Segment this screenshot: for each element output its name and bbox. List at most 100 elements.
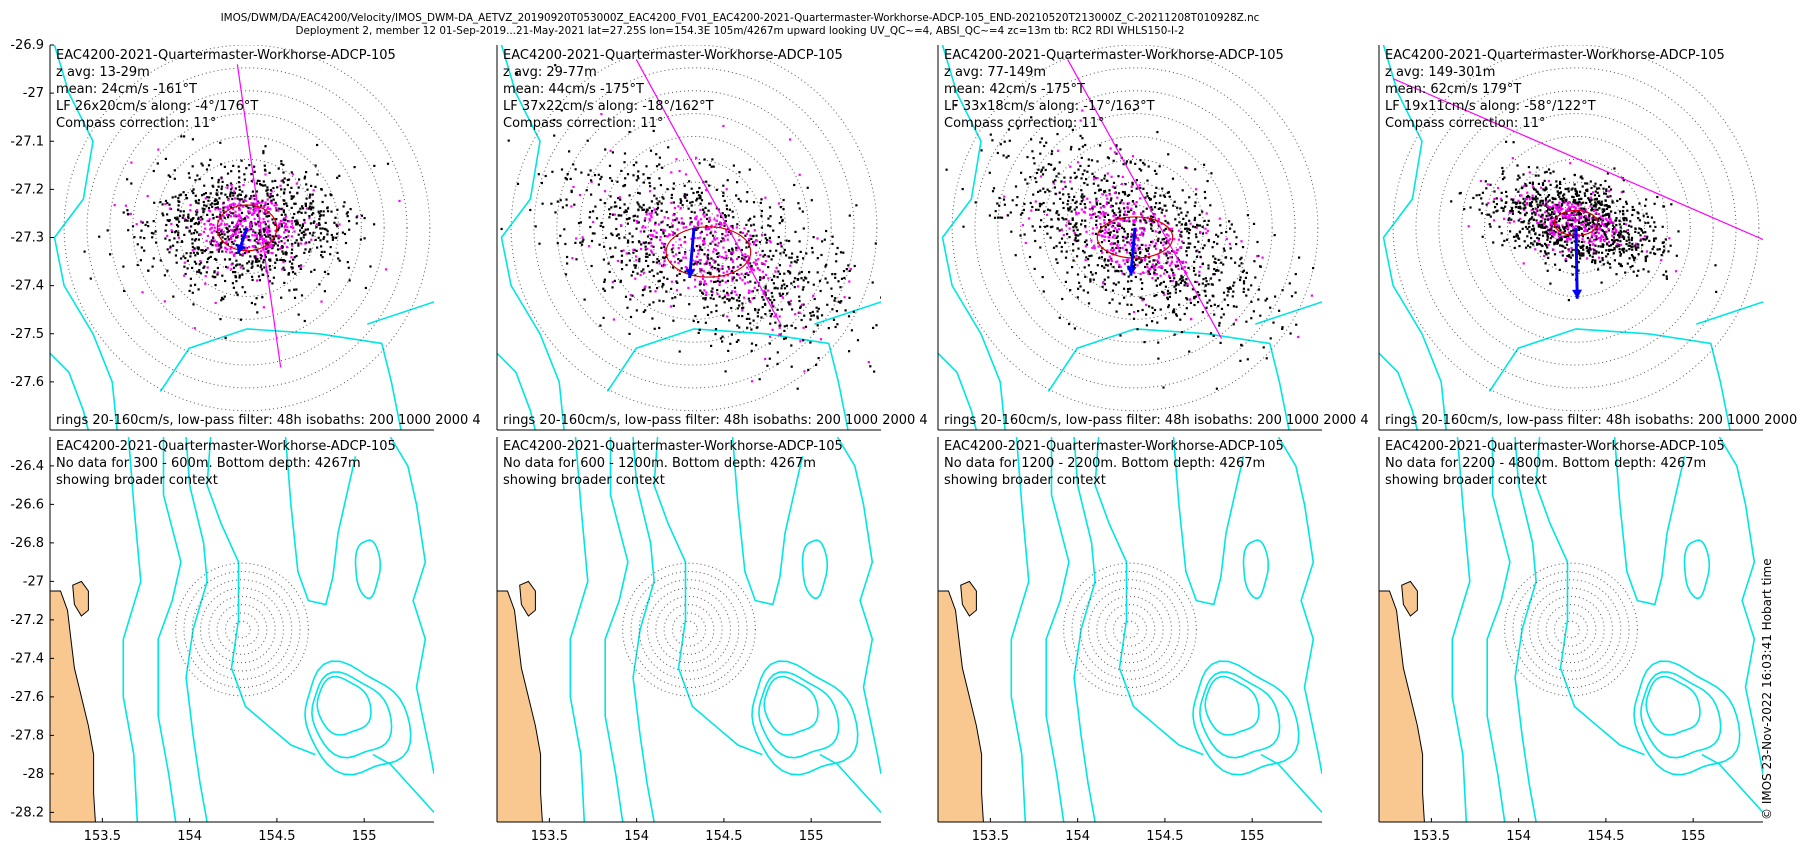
scatter-point bbox=[1166, 221, 1169, 224]
scatter-point bbox=[1622, 249, 1625, 252]
scatter-point bbox=[1588, 250, 1591, 253]
scatter-point bbox=[1538, 204, 1541, 207]
scatter-point bbox=[653, 194, 656, 197]
scatter-point bbox=[678, 251, 681, 254]
scatter-point bbox=[1565, 237, 1569, 240]
scatter-point bbox=[825, 263, 828, 266]
scatter-point bbox=[177, 231, 180, 234]
scatter-point bbox=[1573, 266, 1576, 269]
scatter-point bbox=[809, 318, 812, 321]
scatter-point bbox=[196, 231, 199, 234]
scatter-point bbox=[1493, 190, 1496, 193]
scatter-point bbox=[741, 315, 744, 318]
scatter-point bbox=[609, 149, 612, 152]
scatter-point bbox=[1620, 235, 1623, 238]
scatter-point bbox=[598, 243, 601, 246]
scatter-point bbox=[726, 270, 729, 273]
scatter-point bbox=[755, 259, 758, 262]
scatter-point bbox=[1133, 255, 1136, 258]
scatter-point bbox=[1076, 228, 1079, 232]
scatter-point bbox=[1535, 208, 1538, 211]
scatter-point bbox=[175, 249, 178, 252]
scatter-point bbox=[1534, 213, 1537, 216]
scatter-point bbox=[1513, 220, 1516, 223]
scatter-point bbox=[620, 169, 623, 172]
scatter-point bbox=[820, 253, 823, 257]
scatter-point bbox=[1043, 144, 1046, 148]
speed-ring bbox=[1484, 135, 1668, 320]
scatter-point bbox=[1061, 187, 1065, 191]
scatter-point bbox=[1625, 219, 1628, 222]
scatter-point bbox=[248, 164, 251, 167]
scatter-point bbox=[216, 206, 219, 209]
scatter-point bbox=[191, 249, 194, 252]
scatter-point bbox=[230, 188, 233, 191]
scatter-point bbox=[610, 206, 613, 209]
scatter-point bbox=[655, 231, 658, 234]
scatter-point bbox=[633, 214, 636, 217]
scatter-point bbox=[655, 261, 658, 264]
scatter-point bbox=[610, 179, 614, 182]
scatter-point bbox=[706, 217, 709, 220]
scatter-point bbox=[698, 328, 701, 331]
scatter-point bbox=[170, 229, 173, 232]
scatter-point bbox=[1563, 193, 1566, 196]
scatter-point bbox=[680, 267, 683, 270]
scatter-point bbox=[711, 287, 714, 290]
scatter-point bbox=[257, 275, 261, 278]
scatter-point bbox=[1242, 280, 1246, 283]
scatter-point bbox=[1278, 309, 1281, 312]
scatter-point bbox=[200, 215, 203, 219]
scatter-point bbox=[1572, 200, 1575, 204]
scatter-point bbox=[245, 205, 248, 208]
scatter-point bbox=[1126, 251, 1129, 254]
scatter-point bbox=[262, 258, 265, 262]
scatter-point bbox=[204, 282, 207, 285]
scatter-point bbox=[216, 248, 219, 251]
scatter-point bbox=[608, 270, 611, 273]
scatter-point bbox=[556, 242, 559, 245]
scatter-point bbox=[203, 265, 206, 268]
scatter-point bbox=[659, 184, 662, 187]
scatter-point bbox=[741, 309, 744, 312]
scatter-point bbox=[1656, 195, 1659, 199]
scatter-point bbox=[770, 258, 773, 261]
scatter-point bbox=[159, 201, 162, 204]
scatter-point bbox=[1114, 217, 1117, 220]
scatter-point bbox=[761, 296, 764, 299]
panel-plot-area bbox=[938, 45, 1322, 430]
scatter-point bbox=[1121, 272, 1124, 275]
scatter-point bbox=[287, 273, 290, 276]
scatter-point bbox=[314, 238, 317, 241]
scatter-point bbox=[250, 301, 253, 305]
panel-info-text: Compass correction: 11° bbox=[944, 116, 1104, 131]
scatter-point bbox=[654, 223, 657, 226]
scatter-point bbox=[1594, 205, 1597, 208]
scatter-point bbox=[209, 251, 212, 254]
scatter-point bbox=[1142, 271, 1145, 274]
scatter-point bbox=[729, 342, 732, 345]
scatter-point bbox=[780, 216, 783, 219]
scatter-point bbox=[1539, 201, 1542, 204]
scatter-point bbox=[731, 210, 734, 213]
scatter-point bbox=[139, 259, 142, 262]
scatter-point bbox=[1558, 268, 1561, 271]
scatter-point bbox=[1182, 241, 1185, 244]
scatter-point bbox=[1074, 201, 1077, 205]
scatter-point bbox=[265, 240, 268, 243]
scatter-point bbox=[1571, 218, 1574, 221]
scatter-point bbox=[1084, 206, 1087, 209]
scatter-point bbox=[1603, 224, 1606, 227]
scatter-point bbox=[1103, 232, 1106, 235]
scatter-point bbox=[1126, 235, 1129, 238]
scatter-point bbox=[628, 232, 631, 235]
scatter-point bbox=[1223, 249, 1226, 252]
scatter-point bbox=[231, 221, 234, 224]
scatter-point bbox=[1129, 160, 1132, 163]
scatter-point bbox=[1075, 206, 1078, 209]
scatter-point bbox=[1554, 197, 1557, 201]
scatter-point bbox=[241, 254, 244, 257]
scatter-point bbox=[204, 248, 208, 252]
scatter-point bbox=[1133, 219, 1136, 222]
scatter-point bbox=[1599, 236, 1602, 239]
